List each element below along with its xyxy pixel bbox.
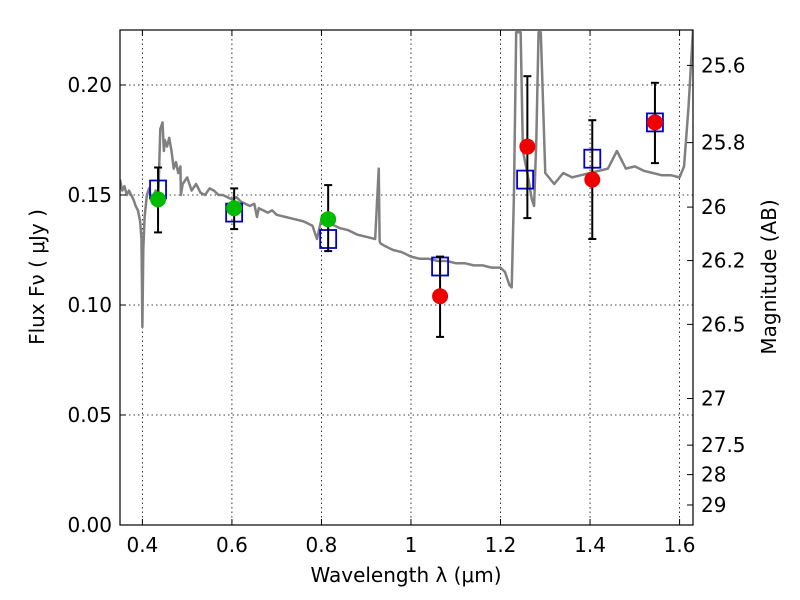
x-tick-label: 1 xyxy=(405,533,418,557)
y2-tick-label: 26 xyxy=(701,195,726,219)
y2-tick-label: 26.2 xyxy=(701,249,746,273)
y-axis-title: Flux Fν ( μJy ) xyxy=(25,209,49,345)
y2-tick-label: 26.5 xyxy=(701,312,746,336)
plot-frame xyxy=(119,29,694,526)
x-tick-label: 1.4 xyxy=(574,533,606,557)
y2-tick-label: 27.5 xyxy=(701,433,746,457)
y2-tick-label: 25.6 xyxy=(701,53,746,77)
observed-point xyxy=(519,138,536,155)
y-tick-label: 0.15 xyxy=(67,183,112,207)
x-tick-label: 0.6 xyxy=(216,533,248,557)
y2-tick-label: 28 xyxy=(701,463,726,487)
observed-point xyxy=(432,288,449,305)
y-tick-label: 0.20 xyxy=(67,73,112,97)
x-tick-label: 0.8 xyxy=(306,533,338,557)
x-axis-title: Wavelength λ (μm) xyxy=(310,563,501,587)
y2-axis-title: Magnitude (AB) xyxy=(757,199,781,354)
model-spectrum-line xyxy=(120,30,693,329)
y-tick-label: 0.00 xyxy=(67,513,112,537)
observed-point xyxy=(320,211,337,228)
y2-tick-label: 29 xyxy=(701,493,726,517)
y2-tick-label: 25.8 xyxy=(701,131,746,155)
y-tick-label: 0.05 xyxy=(67,403,112,427)
y2-tick-label: 27 xyxy=(701,387,726,411)
x-tick-label: 1.6 xyxy=(664,533,696,557)
observed-point xyxy=(150,191,167,208)
grid-lines xyxy=(120,30,693,526)
observed-point xyxy=(226,200,243,217)
x-tick-label: 0.4 xyxy=(126,533,158,557)
model-photometry-square xyxy=(516,169,535,190)
observed-point xyxy=(584,171,601,188)
y-tick-label: 0.10 xyxy=(67,293,112,317)
observed-point xyxy=(646,114,663,131)
plot-area xyxy=(120,30,693,338)
axes: 0.4 0.6 0.8 1 1.2 1.4 1.6 0.00 0.05 0.10 0.15 0.20 2… xyxy=(67,29,746,557)
x-tick-label: 1.2 xyxy=(485,533,517,557)
